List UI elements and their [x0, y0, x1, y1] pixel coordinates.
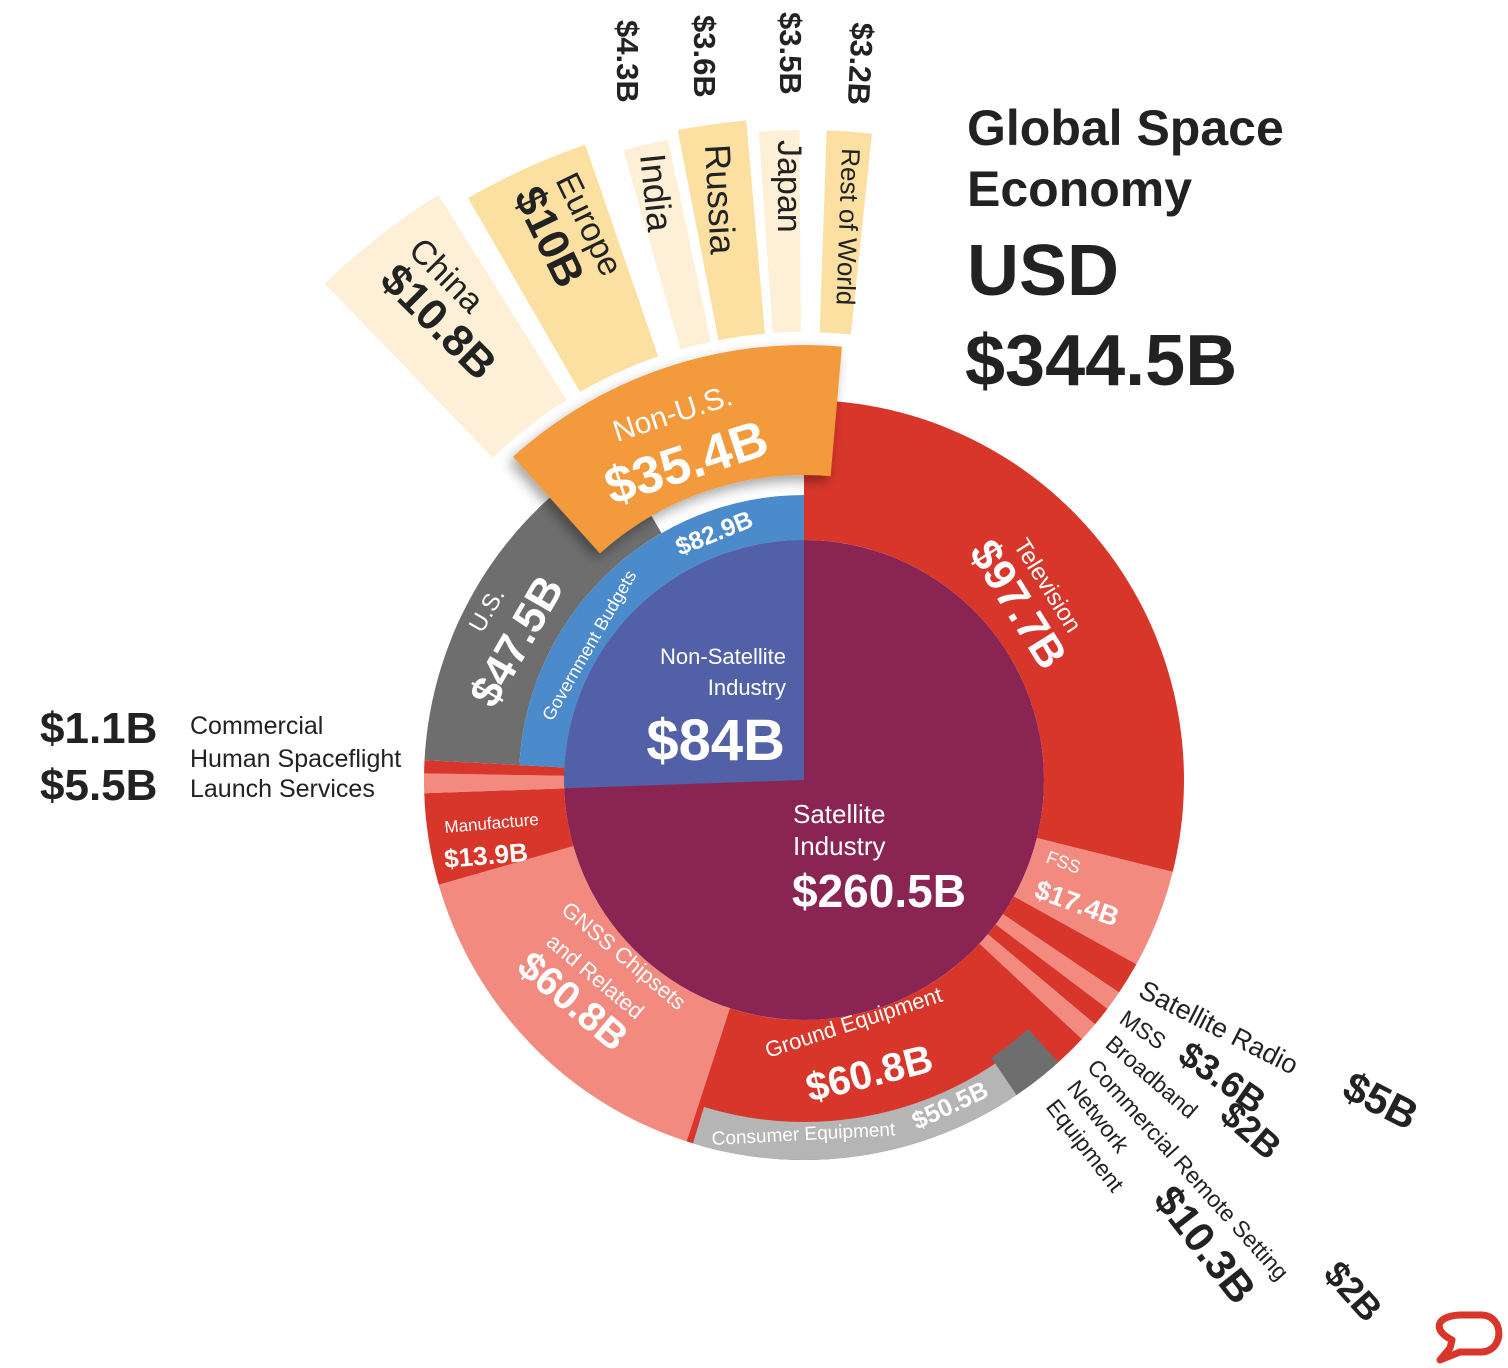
launch-services-wedge — [424, 773, 565, 794]
remote-sensing-value: $2B — [1316, 1253, 1391, 1330]
satellite-label-1: Satellite — [793, 799, 886, 829]
non-satellite-label-2: Industry — [708, 675, 786, 700]
broadband-value: $2B — [1213, 1093, 1290, 1167]
total-value: $344.5B — [965, 321, 1237, 401]
russia-value: $3.6B — [687, 15, 722, 98]
human-spaceflight-label-2: Human Spaceflight — [190, 745, 401, 773]
manufacture-value: $13.9B — [443, 837, 529, 874]
human-spaceflight-value: $1.1B — [40, 704, 157, 753]
fss-wedge — [1013, 838, 1173, 965]
title-line-2: Economy — [967, 161, 1192, 217]
launch-services-value: $5.5B — [40, 761, 157, 810]
human-spaceflight-label-1: Commercial — [190, 712, 323, 740]
non-us-wedge — [512, 345, 842, 554]
rest-of-world-value: $3.2B — [841, 22, 880, 106]
europe-wedge — [468, 144, 659, 393]
consumer-equipment-wedge — [692, 1063, 1017, 1160]
satellite-label-2: Industry — [793, 831, 886, 861]
human-spaceflight-wedge — [424, 760, 565, 776]
manufacture-wedge — [424, 788, 574, 885]
television-wedge — [804, 400, 1184, 872]
remote-sensing-wedge — [979, 934, 1096, 1040]
japan-value: $3.5B — [773, 12, 808, 95]
india-label: India — [632, 152, 681, 235]
satellite-radio-value: $5B — [1336, 1062, 1426, 1139]
satellite-value: $260.5B — [792, 865, 966, 917]
rest-of-world-label: Rest of World — [831, 148, 866, 306]
network-equipment-wedge — [991, 1028, 1059, 1096]
japan-wedge — [758, 130, 801, 334]
rest-of-world-wedge — [819, 130, 872, 335]
russia-label: Russia — [697, 143, 744, 256]
india-wedge — [623, 139, 711, 350]
currency-label: USD — [967, 231, 1119, 311]
broadband-wedge — [987, 924, 1108, 1025]
mss-wedge — [995, 914, 1120, 1009]
title-line-1: Global Space — [967, 100, 1284, 156]
brand-logo — [1435, 1311, 1503, 1364]
china-wedge — [324, 194, 567, 458]
government-budgets-wedge — [519, 495, 804, 768]
japan-label: Japan — [770, 140, 808, 233]
chart-title: Global Space Economy USD $344.5B — [965, 100, 1284, 401]
gnss-wedge — [438, 846, 730, 1142]
india-value: $4.3B — [610, 20, 645, 103]
launch-services-label: Launch Services — [190, 775, 375, 803]
non-satellite-value: $84B — [646, 708, 785, 773]
non-satellite-label-1: Non-Satellite — [660, 644, 786, 669]
russia-wedge — [677, 120, 765, 341]
satellite-radio-wedge — [1002, 896, 1137, 993]
non-satellite-industry-wedge — [564, 540, 804, 789]
